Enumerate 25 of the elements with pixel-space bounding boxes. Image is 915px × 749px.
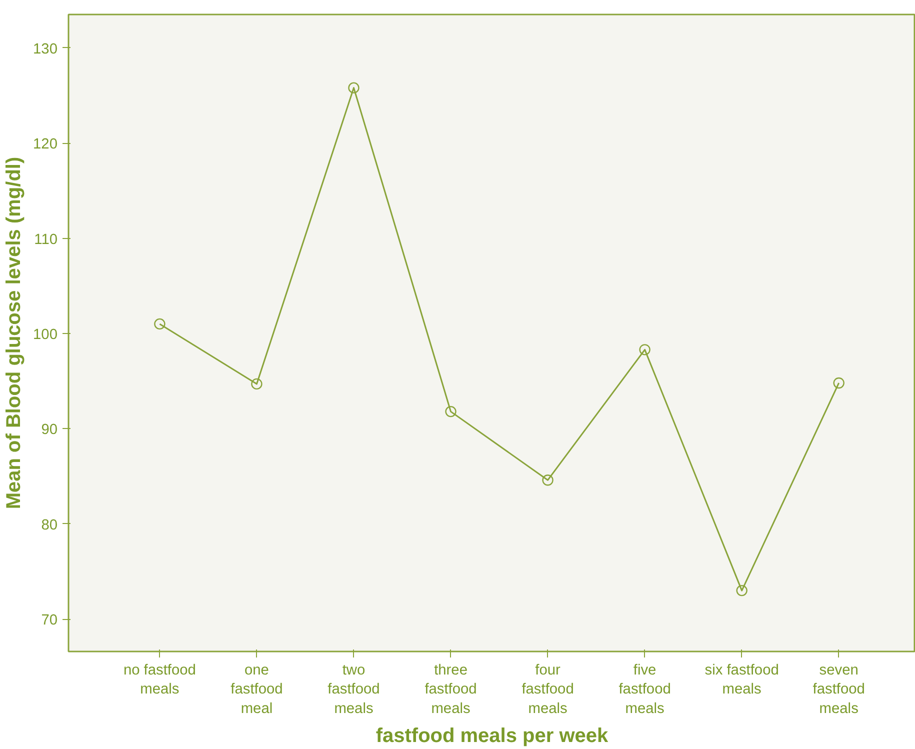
point: [251, 378, 262, 390]
y-tick-label: 100: [33, 326, 58, 343]
point: [445, 406, 456, 418]
x-tick-label: no fastfood meals: [123, 662, 196, 698]
x-tick-label: two fastfood meals: [328, 662, 380, 717]
y-tick-label: 80: [41, 517, 58, 534]
x-tick-label: one fastfood meal: [230, 662, 283, 717]
x-tick-label: six fastfood meals: [704, 662, 779, 698]
point: [833, 377, 844, 389]
point: [639, 344, 650, 356]
y-tick-label: 120: [33, 136, 58, 153]
point: [348, 82, 360, 94]
y-tick-label: 90: [41, 422, 58, 438]
x-tick-label: seven fastfood meals: [812, 662, 865, 717]
x-tick-label: four fastfood meals: [522, 662, 574, 717]
x-tick-label: three fastfood meals: [424, 662, 477, 717]
point: [736, 584, 748, 596]
x-axis-title: fastfood meals per week: [376, 724, 610, 747]
y-tick-label: 70: [41, 612, 58, 629]
y-axis-title: Mean of Blood glucose levels (mg/dl): [3, 156, 26, 510]
y-tick-label: 130: [33, 41, 58, 58]
point: [542, 474, 554, 486]
y-tick-label: 110: [34, 232, 58, 248]
point: [154, 318, 166, 330]
x-tick-label: five fastfood meals: [618, 662, 671, 717]
